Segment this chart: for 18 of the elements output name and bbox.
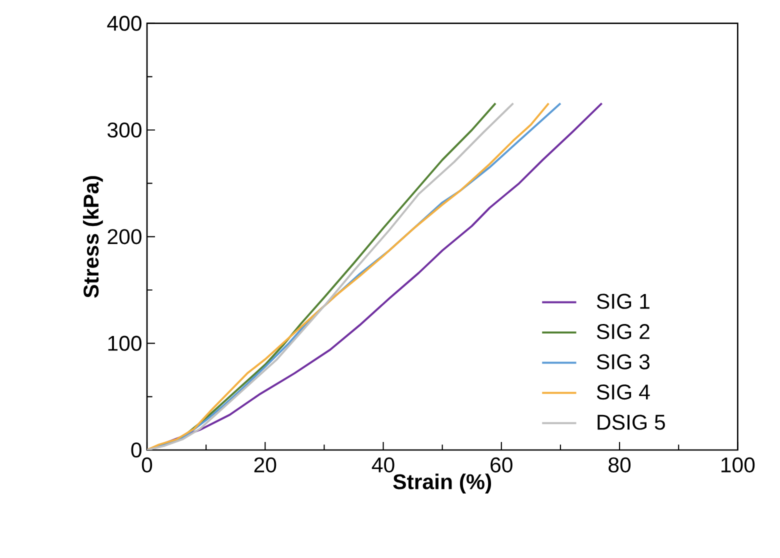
y-tick-label: 200 <box>108 229 142 244</box>
y-tick-label: 0 <box>131 442 142 458</box>
y-tick-label: 400 <box>107 16 142 31</box>
legend-label: SIG 4 <box>596 384 650 400</box>
legend-label: SIG 3 <box>596 354 650 370</box>
y-tick-label: 100 <box>108 336 142 351</box>
x-axis-title: Strain (%) <box>393 474 492 494</box>
x-tick-label: 60 <box>490 457 512 472</box>
x-tick-label: 20 <box>254 457 276 472</box>
x-tick-label: 40 <box>372 457 394 472</box>
x-tick-label: 100 <box>722 457 755 472</box>
y-axis-title: Stress (kPa) <box>82 176 103 298</box>
legend-label: DSIG 5 <box>598 414 665 430</box>
legend-label: SIG 2 <box>596 324 650 340</box>
x-tick-label: 80 <box>608 457 631 472</box>
x-tick-label: 0 <box>142 457 152 472</box>
y-tick-label: 300 <box>108 122 142 138</box>
legend-label: SIG 1 <box>596 294 650 309</box>
